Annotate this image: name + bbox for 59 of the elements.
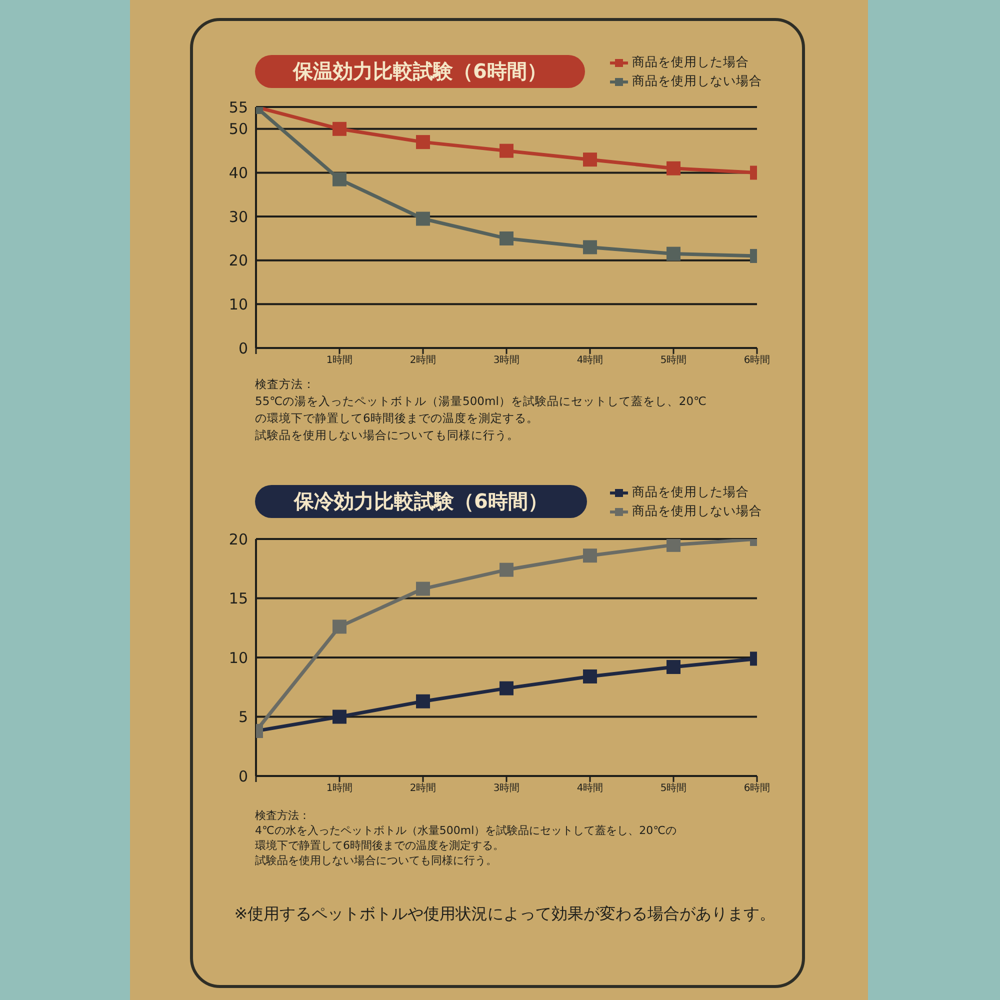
y-tick-label: 10	[228, 648, 248, 667]
x-tick-label: 1時間	[326, 354, 353, 366]
point	[666, 246, 680, 261]
x-tick-label: 1時間	[326, 782, 353, 794]
point	[666, 539, 680, 552]
legend-label: 商品を使用した場合	[632, 54, 749, 71]
x-tick-label: 3時間	[493, 354, 520, 366]
point	[583, 152, 597, 167]
text: 試験品を使用しない場合についても同様に行う。	[255, 428, 519, 442]
chart-title: 保冷効力比較試験（6時間）	[294, 489, 548, 513]
y-tick-label: 30	[228, 208, 248, 226]
y-tick-label: 0	[238, 339, 248, 358]
x-tick-label: 3時間	[493, 782, 520, 794]
x-tick-label: 6時間	[744, 782, 770, 794]
point	[666, 660, 680, 674]
legend-label: 商品を使用しない場合	[632, 73, 762, 90]
text: 検査方法：	[255, 809, 310, 822]
text: 4℃の水を入ったペットボトル（水量500ml）を試験品にセットして蓋をし、20℃の	[255, 824, 676, 837]
point	[332, 710, 346, 724]
point	[583, 240, 597, 254]
point	[500, 562, 514, 577]
point	[583, 548, 597, 563]
point	[332, 122, 346, 136]
x-tick-label: 2時間	[410, 354, 436, 366]
point	[666, 161, 680, 176]
point	[332, 172, 346, 186]
x-tick-label: 4時間	[576, 354, 604, 366]
text: ※使用するペットボトルや使用状況によって効果が変わる場合があります。	[234, 904, 776, 923]
legend-label: 商品を使用しない場合	[632, 503, 762, 520]
point	[332, 620, 346, 634]
x-tick-label: 6時間	[744, 354, 770, 366]
point	[416, 135, 430, 150]
x-tick-label: 5時間	[660, 354, 687, 366]
chart-title: 保温効力比較試験（6時間）	[293, 59, 547, 83]
y-tick-label: 55	[228, 98, 248, 116]
x-tick-label: 2時間	[410, 782, 436, 794]
text: 検査方法：	[255, 377, 315, 391]
text: 55℃の湯を入ったペットボトル（湯量500ml）を試験品にセットして蓋をし、20℃	[255, 394, 706, 408]
point	[416, 212, 430, 226]
y-tick-label: 40	[228, 164, 248, 182]
y-tick-label: 10	[228, 296, 248, 314]
x-tick-label: 4時間	[576, 782, 604, 794]
point	[416, 582, 430, 596]
x-tick-label: 5時間	[660, 782, 687, 794]
point	[500, 144, 514, 158]
legend-label: 商品を使用した場合	[632, 484, 749, 501]
text: 試験品を使用しない場合についても同様に行う。	[255, 854, 497, 867]
y-tick-label: 5	[238, 708, 248, 726]
point	[583, 669, 597, 684]
y-tick-label: 50	[228, 120, 248, 138]
y-tick-label: 20	[228, 530, 248, 548]
y-tick-label: 20	[228, 252, 248, 270]
text: の環境下で静置して6時間後までの温度を測定する。	[255, 411, 538, 425]
text: 環境下で静置して6時間後までの温度を測定する。	[255, 839, 504, 852]
point	[416, 694, 430, 708]
point	[500, 681, 514, 696]
y-tick-label: 15	[228, 590, 248, 608]
y-tick-label: 0	[238, 767, 248, 786]
point	[500, 231, 514, 246]
